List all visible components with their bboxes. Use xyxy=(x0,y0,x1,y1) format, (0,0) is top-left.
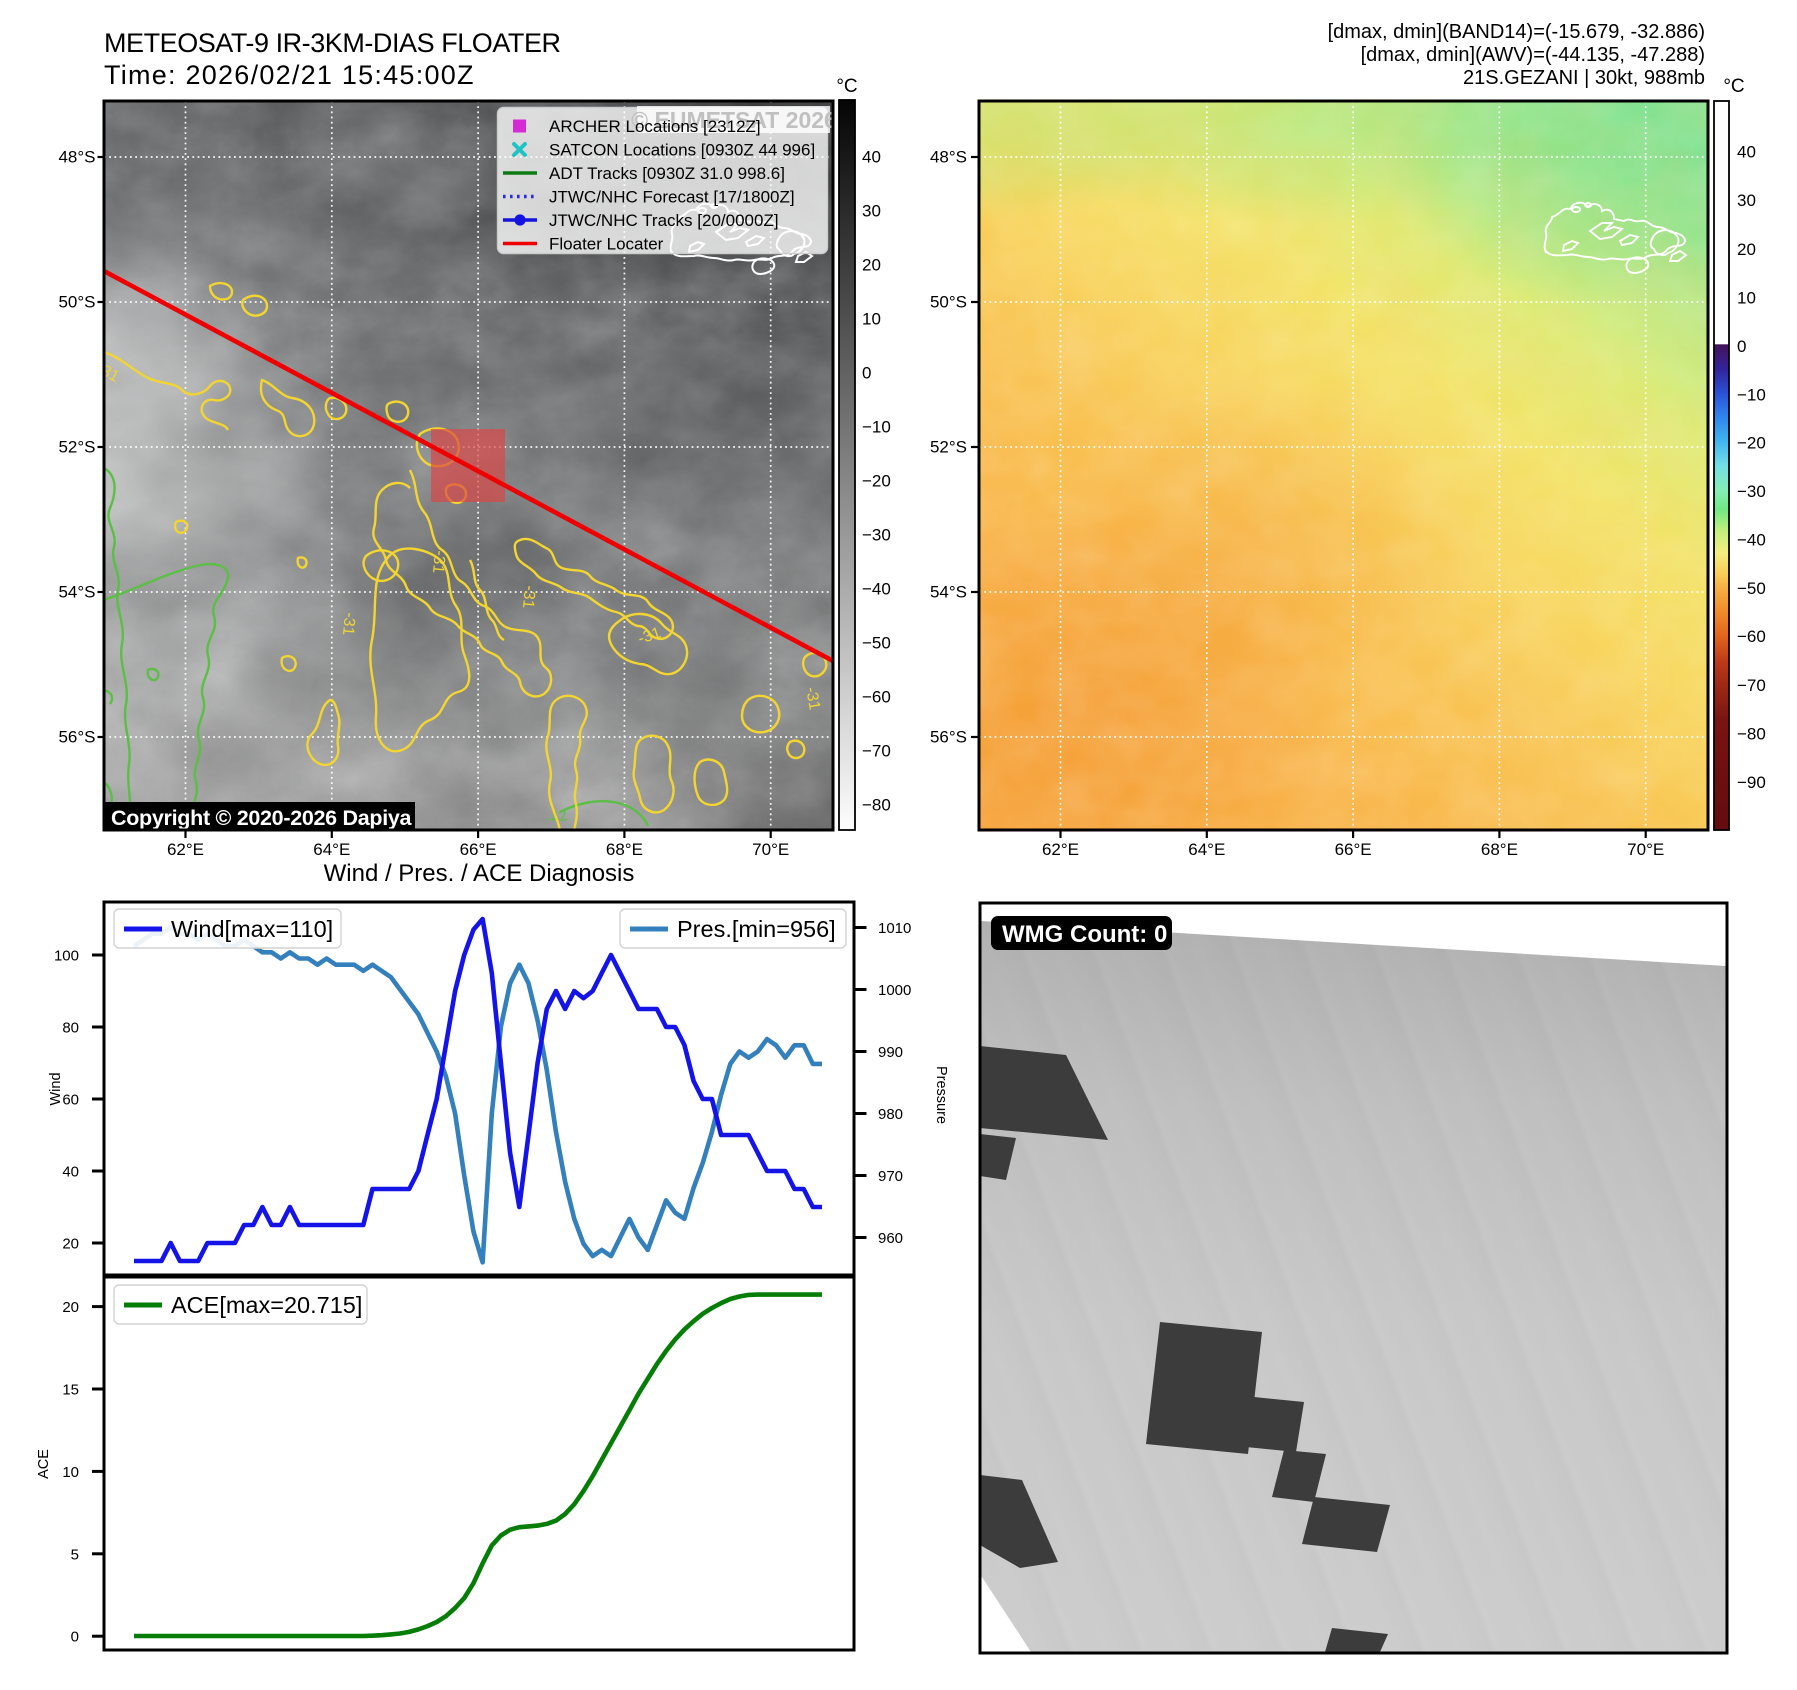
svg-text:Floater Locater: Floater Locater xyxy=(549,235,664,254)
svg-text:© EUMETSAT 2026: © EUMETSAT 2026 xyxy=(631,107,837,133)
svg-text:−70: −70 xyxy=(1737,676,1766,695)
svg-text:980: 980 xyxy=(878,1106,903,1123)
svg-text:-31: -31 xyxy=(339,612,358,637)
svg-text:64°E: 64°E xyxy=(1188,840,1225,859)
svg-text:64°E: 64°E xyxy=(313,840,350,859)
svg-text:20: 20 xyxy=(62,1299,79,1316)
svg-text:80: 80 xyxy=(62,1020,79,1037)
svg-text:Time: 2026/02/21 15:45:00Z: Time: 2026/02/21 15:45:00Z xyxy=(104,60,475,90)
svg-text:66°E: 66°E xyxy=(1335,840,1372,859)
svg-text:62°E: 62°E xyxy=(1042,840,1079,859)
svg-text:68°E: 68°E xyxy=(606,840,643,859)
svg-text:-31: -31 xyxy=(636,624,663,647)
svg-text:40: 40 xyxy=(62,1164,79,1181)
svg-text:−20: −20 xyxy=(1737,434,1766,453)
svg-text:60: 60 xyxy=(62,1092,79,1109)
svg-text:0: 0 xyxy=(1737,337,1746,356)
svg-text:−20: −20 xyxy=(862,472,891,491)
svg-text:66°E: 66°E xyxy=(460,840,497,859)
svg-text:ADT Tracks [0930Z 31.0 998.6]: ADT Tracks [0930Z 31.0 998.6] xyxy=(549,164,785,183)
svg-text:−10: −10 xyxy=(1737,386,1766,405)
svg-text:54°S: 54°S xyxy=(58,583,95,602)
svg-text:-31: -31 xyxy=(429,550,448,575)
svg-text:20: 20 xyxy=(1737,240,1756,259)
svg-text:970: 970 xyxy=(878,1168,903,1185)
svg-text:-31: -31 xyxy=(519,585,538,610)
svg-text:30: 30 xyxy=(862,202,881,221)
svg-text:62°E: 62°E xyxy=(167,840,204,859)
svg-text:56°S: 56°S xyxy=(58,728,95,747)
svg-text:990: 990 xyxy=(878,1044,903,1061)
svg-text:Wind / Pres. / ACE Diagnosis: Wind / Pres. / ACE Diagnosis xyxy=(324,860,635,887)
svg-text:−40: −40 xyxy=(1737,531,1766,550)
svg-text:ARCHER Locations [2312Z]: ARCHER Locations [2312Z] xyxy=(549,117,761,136)
svg-text:50°S: 50°S xyxy=(930,293,967,312)
svg-text:−70: −70 xyxy=(862,742,891,761)
svg-text:Wind: Wind xyxy=(48,1072,64,1105)
svg-text:METEOSAT-9 IR-3KM-DIAS FLOATER: METEOSAT-9 IR-3KM-DIAS FLOATER xyxy=(104,28,561,58)
svg-text:0: 0 xyxy=(71,1629,79,1646)
svg-text:5: 5 xyxy=(71,1546,79,1563)
svg-text:−80: −80 xyxy=(862,796,891,815)
svg-text:70°E: 70°E xyxy=(1627,840,1664,859)
svg-text:JTWC/NHC Forecast [17/1800Z]: JTWC/NHC Forecast [17/1800Z] xyxy=(549,188,795,207)
svg-text:ACE[max=20.715]: ACE[max=20.715] xyxy=(171,1292,362,1318)
svg-text:56°S: 56°S xyxy=(930,728,967,747)
svg-text:1010: 1010 xyxy=(878,920,911,937)
svg-text:SATCON Locations [0930Z 44 996: SATCON Locations [0930Z 44 996] xyxy=(549,141,815,160)
svg-text:48°S: 48°S xyxy=(58,148,95,167)
svg-text:10: 10 xyxy=(1737,289,1756,308)
svg-text:−90: −90 xyxy=(1737,773,1766,792)
svg-text:−60: −60 xyxy=(1737,627,1766,646)
svg-text:−40: −40 xyxy=(862,580,891,599)
svg-text:960: 960 xyxy=(878,1230,903,1247)
svg-text:[dmax, dmin](BAND14)=(-15.679,: [dmax, dmin](BAND14)=(-15.679, -32.886) xyxy=(1328,21,1705,43)
svg-text:15: 15 xyxy=(62,1382,79,1399)
svg-text:Wind[max=110]: Wind[max=110] xyxy=(171,916,333,942)
svg-text:°C: °C xyxy=(836,76,857,97)
svg-text:WMG Count: 0: WMG Count: 0 xyxy=(1002,921,1167,948)
svg-text:20: 20 xyxy=(62,1236,79,1253)
svg-text:20: 20 xyxy=(862,256,881,275)
svg-text:52°S: 52°S xyxy=(930,438,967,457)
svg-text:Pressure: Pressure xyxy=(933,1066,949,1124)
svg-text:−50: −50 xyxy=(862,634,891,653)
svg-text:52°S: 52°S xyxy=(58,438,95,457)
svg-text:−80: −80 xyxy=(1737,725,1766,744)
svg-text:40: 40 xyxy=(862,148,881,167)
svg-text:21S.GEZANI | 30kt, 988mb: 21S.GEZANI | 30kt, 988mb xyxy=(1463,67,1705,89)
svg-text:−30: −30 xyxy=(1737,482,1766,501)
svg-text:ACE: ACE xyxy=(36,1449,52,1479)
svg-text:68°E: 68°E xyxy=(1481,840,1518,859)
svg-text:54°S: 54°S xyxy=(930,583,967,602)
svg-text:−30: −30 xyxy=(862,526,891,545)
svg-text:10: 10 xyxy=(862,310,881,329)
svg-text:1000: 1000 xyxy=(878,982,911,999)
svg-text:−10: −10 xyxy=(862,418,891,437)
svg-text:70°E: 70°E xyxy=(752,840,789,859)
svg-text:−60: −60 xyxy=(862,688,891,707)
svg-text:[dmax, dmin](AWV)=(-44.135, -4: [dmax, dmin](AWV)=(-44.135, -47.288) xyxy=(1361,44,1705,66)
svg-text:0: 0 xyxy=(862,364,871,383)
svg-text:-31: -31 xyxy=(802,686,823,712)
svg-text:JTWC/NHC Tracks [20/0000Z]: JTWC/NHC Tracks [20/0000Z] xyxy=(549,211,779,230)
svg-text:−50: −50 xyxy=(1737,579,1766,598)
svg-text:°C: °C xyxy=(1723,76,1744,97)
svg-text:50°S: 50°S xyxy=(58,293,95,312)
svg-text:30: 30 xyxy=(1737,191,1756,210)
svg-text:40: 40 xyxy=(1737,143,1756,162)
svg-text:10: 10 xyxy=(62,1464,79,1481)
svg-text:100: 100 xyxy=(54,948,79,965)
svg-text:Pres.[min=956]: Pres.[min=956] xyxy=(677,916,836,942)
svg-text:Copyright © 2020-2026 Dapiya: Copyright © 2020-2026 Dapiya xyxy=(111,806,413,830)
svg-text:48°S: 48°S xyxy=(930,148,967,167)
